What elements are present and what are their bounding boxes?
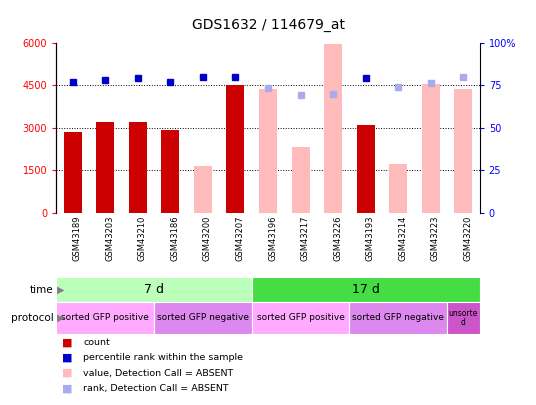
Bar — [447, 302, 480, 334]
Bar — [455, 90, 472, 213]
Text: ■: ■ — [62, 368, 72, 378]
Text: value, Detection Call = ABSENT: value, Detection Call = ABSENT — [83, 369, 233, 377]
Text: sorted GFP negative: sorted GFP negative — [352, 313, 444, 322]
Text: GSM43220: GSM43220 — [464, 216, 472, 261]
Text: GSM43217: GSM43217 — [301, 216, 310, 261]
Text: GSM43196: GSM43196 — [268, 216, 277, 261]
Text: ■: ■ — [62, 384, 72, 393]
Text: GSM43226: GSM43226 — [333, 216, 342, 261]
Bar — [56, 277, 252, 302]
Bar — [194, 166, 212, 213]
Text: ■: ■ — [62, 337, 72, 347]
Text: GSM43200: GSM43200 — [203, 216, 212, 261]
Text: ▶: ▶ — [57, 313, 65, 323]
Bar — [96, 122, 114, 213]
Text: GSM43210: GSM43210 — [138, 216, 147, 261]
Bar — [259, 90, 277, 213]
Bar — [349, 302, 447, 334]
Bar — [154, 302, 252, 334]
Bar — [422, 84, 440, 213]
Text: GSM43214: GSM43214 — [398, 216, 407, 261]
Text: GSM43193: GSM43193 — [366, 216, 375, 261]
Bar — [56, 302, 154, 334]
Text: GSM43207: GSM43207 — [235, 216, 244, 261]
Bar — [324, 44, 342, 213]
Bar — [227, 85, 244, 213]
Bar — [252, 277, 480, 302]
Text: time: time — [30, 285, 54, 294]
Text: GSM43186: GSM43186 — [170, 216, 179, 262]
Bar — [292, 147, 309, 213]
Text: ▶: ▶ — [57, 285, 65, 294]
Text: sorted GFP positive: sorted GFP positive — [61, 313, 149, 322]
Bar — [161, 130, 179, 213]
Bar — [357, 125, 375, 213]
Bar — [64, 132, 81, 213]
Text: count: count — [83, 338, 110, 347]
Text: sorted GFP negative: sorted GFP negative — [157, 313, 249, 322]
Text: 7 d: 7 d — [144, 283, 164, 296]
Text: percentile rank within the sample: percentile rank within the sample — [83, 353, 243, 362]
Text: sorted GFP positive: sorted GFP positive — [257, 313, 345, 322]
Text: 17 d: 17 d — [352, 283, 379, 296]
Bar — [252, 302, 349, 334]
Text: GDS1632 / 114679_at: GDS1632 / 114679_at — [191, 18, 345, 32]
Text: GSM43189: GSM43189 — [72, 216, 81, 261]
Text: protocol: protocol — [11, 313, 54, 323]
Text: GSM43223: GSM43223 — [431, 216, 440, 261]
Text: GSM43203: GSM43203 — [105, 216, 114, 261]
Text: rank, Detection Call = ABSENT: rank, Detection Call = ABSENT — [83, 384, 229, 393]
Bar — [129, 122, 147, 213]
Text: unsorte
d: unsorte d — [449, 309, 478, 327]
Bar — [389, 164, 407, 213]
Text: ■: ■ — [62, 353, 72, 362]
